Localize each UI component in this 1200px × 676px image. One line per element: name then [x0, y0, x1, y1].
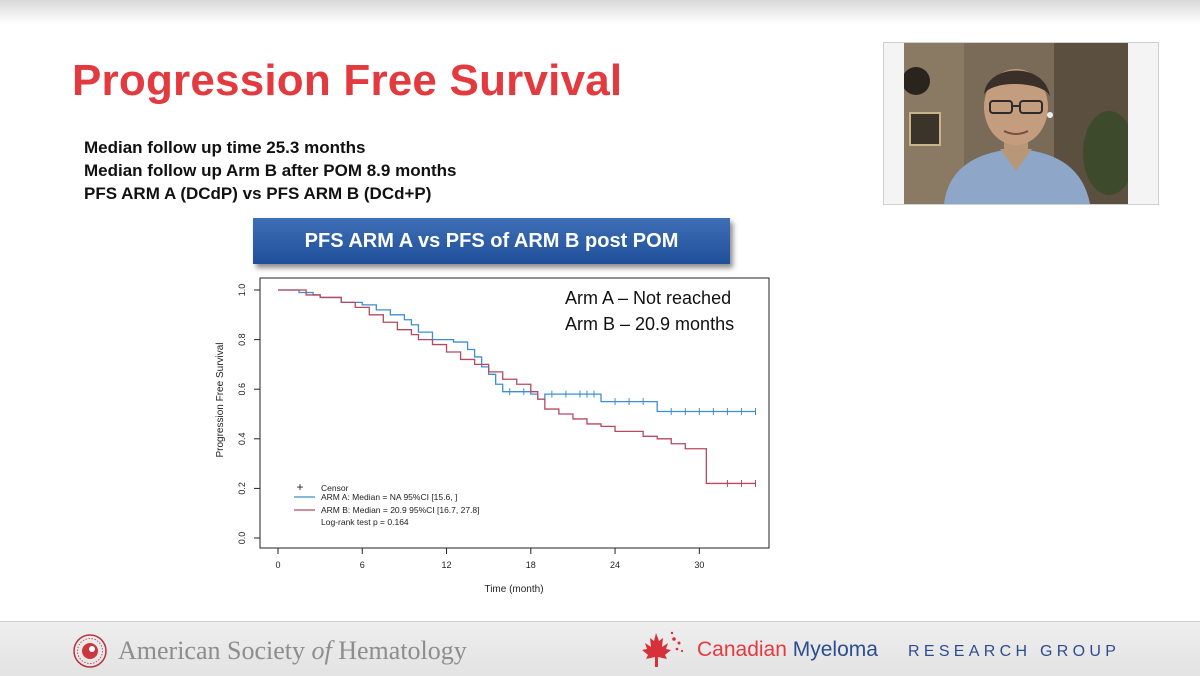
- series-layer: [278, 289, 756, 485]
- y-tick-label: 0.8: [237, 333, 247, 346]
- x-tick-label: 6: [360, 560, 365, 570]
- ash-name: American Society of Hematology: [118, 636, 467, 666]
- ash-name-part-1: American Society: [118, 636, 312, 665]
- legend-censor-symbol: +: [296, 480, 303, 494]
- summary-list: Median follow up time 25.3 months Median…: [84, 136, 456, 205]
- y-axis: 0.0 0.2 0.4 0.6 0.8 1.0: [237, 284, 261, 545]
- y-axis-label: Progression Free Survival: [215, 342, 226, 457]
- legend: + Censor ARM A: Median = NA 95%CI [15.6,…: [294, 480, 480, 527]
- cmrg-name-myeloma: Myeloma: [792, 638, 878, 661]
- y-tick-label: 0.2: [237, 482, 247, 495]
- x-axis: 0 6 12 18 24 30: [275, 547, 704, 570]
- summary-line-comparison: PFS ARM A (DCdP) vs PFS ARM B (DCd+P): [84, 184, 432, 203]
- censor-layer: [509, 388, 756, 487]
- legend-arm-a-label: ARM A: Median = NA 95%CI [15.6, ]: [321, 492, 457, 502]
- summary-line-followup: Median follow up time 25.3 months: [84, 138, 366, 157]
- x-tick-label: 18: [526, 560, 536, 570]
- footer-bar: American Society of Hematology Canadian …: [0, 621, 1200, 676]
- x-tick-label: 30: [694, 560, 704, 570]
- y-tick-label: 0.4: [237, 433, 247, 446]
- cmrg-name-canadian: Canadian: [697, 638, 787, 661]
- y-tick-label: 0.0: [237, 532, 247, 545]
- y-tick-label: 1.0: [237, 284, 247, 297]
- legend-censor-label: Censor: [321, 483, 349, 493]
- ash-name-part-2: Hematology: [331, 636, 467, 665]
- ash-logo-icon: [73, 634, 107, 668]
- x-tick-label: 24: [610, 560, 620, 570]
- km-curve-arm-b: [278, 289, 756, 485]
- ash-name-of: of: [311, 636, 332, 665]
- y-tick-label: 0.6: [237, 383, 247, 396]
- pfs-chart: 0.0 0.2 0.4 0.6 0.8 1.0 0 6 12 18 24 30 Progressio…: [215, 277, 770, 595]
- x-axis-label: Time (month): [484, 584, 543, 595]
- presenter-video: [883, 42, 1159, 205]
- top-gradient-band: [0, 0, 1200, 24]
- x-tick-label: 0: [275, 560, 280, 570]
- legend-logrank-note: Log-rank test p = 0.164: [321, 517, 409, 527]
- presenter-video-feed-icon: [904, 43, 1128, 204]
- comparison-banner: PFS ARM A vs PFS of ARM B post POM: [253, 218, 730, 264]
- plot-frame: [259, 277, 770, 549]
- cmrg-name: Canadian Myeloma: [697, 638, 878, 662]
- maple-leaf-logo-icon: [642, 631, 684, 667]
- page-title: Progression Free Survival: [72, 56, 623, 105]
- legend-arm-b-label: ARM B: Median = 20.9 95%CI [16.7, 27.8]: [321, 505, 480, 515]
- x-tick-label: 12: [442, 560, 452, 570]
- cmrg-research-group: RESEARCH GROUP: [908, 643, 1121, 660]
- annotation-arm-b: Arm B – 20.9 months: [565, 314, 734, 334]
- summary-line-followup-arm-b: Median follow up Arm B after POM 8.9 mon…: [84, 161, 457, 180]
- annotation-arm-a: Arm A – Not reached: [565, 288, 731, 308]
